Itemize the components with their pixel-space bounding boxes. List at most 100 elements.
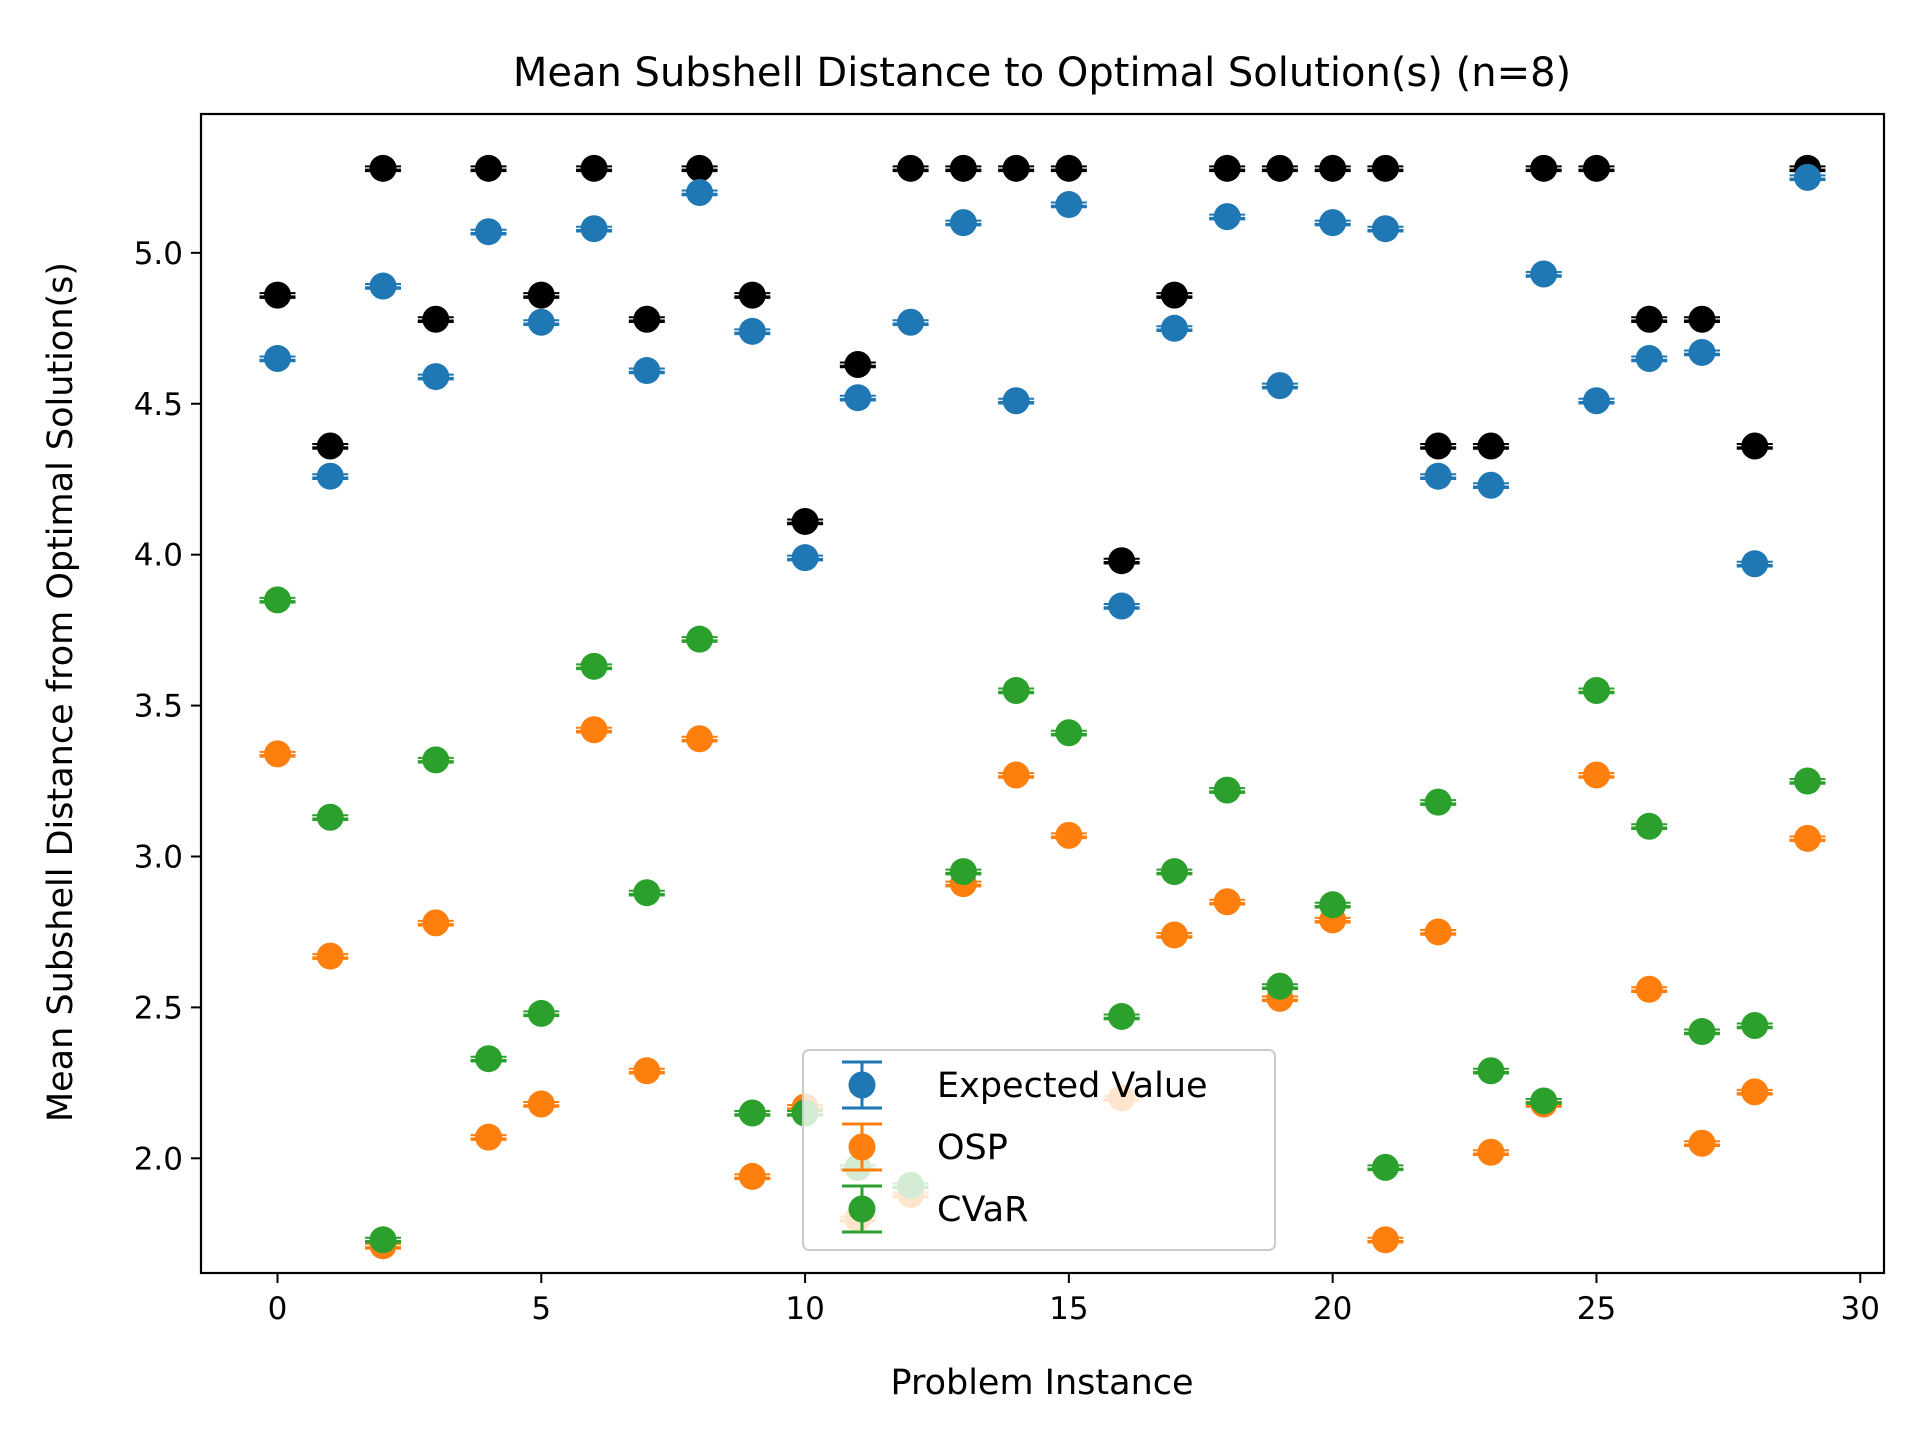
series-expected-value: [259, 163, 1826, 620]
data-point: [1741, 1078, 1769, 1106]
data-point: [791, 544, 819, 572]
data-point: [475, 154, 503, 182]
data-point: [580, 716, 608, 744]
data-point: [1266, 372, 1294, 400]
data-point: [633, 1057, 661, 1085]
x-tick-label: 15: [1049, 1291, 1088, 1327]
data-point: [1635, 305, 1663, 333]
legend-marker: [848, 1071, 876, 1099]
data-point: [1741, 432, 1769, 460]
axis-ticks: 0 5 10 15 20 25 30 2.0 2.5 3.0 3.5 4.0 4.5 5.0: [134, 236, 1880, 1327]
data-point: [1319, 891, 1347, 919]
data-point: [1108, 1002, 1136, 1030]
data-point: [791, 507, 819, 535]
data-point: [1424, 788, 1452, 816]
y-tick-label: 3.0: [134, 839, 183, 875]
data-point: [1108, 547, 1136, 575]
legend-box: [802, 1049, 1276, 1251]
data-point: [1530, 1087, 1558, 1115]
data-marks: [259, 154, 1826, 1260]
data-point: [738, 317, 766, 345]
data-point: [686, 178, 714, 206]
plot-frame: [199, 112, 1886, 1275]
data-point: [1477, 1057, 1505, 1085]
data-point: [1688, 338, 1716, 366]
series-cvar: [259, 586, 1826, 1254]
data-point: [1582, 676, 1610, 704]
data-point: [369, 154, 397, 182]
data-point: [1160, 858, 1188, 886]
data-point: [738, 281, 766, 309]
legend-label: CVaR: [937, 1190, 1028, 1230]
data-point: [1794, 824, 1821, 852]
data-point: [264, 281, 291, 309]
chart-title: Mean Subshell Distance to Optimal Soluti…: [513, 50, 1571, 96]
data-point: [1424, 432, 1452, 460]
data-point: [844, 351, 872, 379]
data-point: [475, 1045, 503, 1073]
y-axis-label: Mean Subshell Distance from Optimal Solu…: [41, 262, 81, 1122]
legend-label: OSP: [937, 1128, 1008, 1168]
data-point: [1794, 163, 1821, 191]
data-point: [949, 209, 977, 237]
data-point: [686, 154, 714, 182]
y-tick-label: 2.0: [134, 1141, 183, 1177]
x-tick-label: 10: [785, 1291, 824, 1327]
data-point: [1371, 215, 1399, 243]
data-point: [1160, 921, 1188, 949]
data-point: [1055, 191, 1083, 219]
data-point: [1002, 761, 1030, 789]
data-point: [1319, 154, 1347, 182]
data-point: [1477, 471, 1505, 499]
data-point: [264, 740, 291, 768]
data-point: [1688, 305, 1716, 333]
data-point: [580, 154, 608, 182]
data-point: [1688, 1018, 1716, 1046]
data-point: [422, 305, 450, 333]
data-point: [475, 1123, 503, 1151]
data-point: [897, 308, 925, 336]
data-point: [1794, 767, 1821, 795]
data-point: [686, 725, 714, 753]
data-point: [686, 625, 714, 653]
data-point: [1530, 260, 1558, 288]
data-point: [1213, 154, 1241, 182]
data-point: [1424, 462, 1452, 490]
data-point: [580, 652, 608, 680]
data-point: [1741, 1012, 1769, 1040]
data-point: [316, 432, 344, 460]
data-point: [475, 218, 503, 246]
data-point: [1213, 776, 1241, 804]
data-point: [1530, 154, 1558, 182]
data-point: [1055, 154, 1083, 182]
x-tick-label: 30: [1841, 1291, 1880, 1327]
legend: Expected Value OSP CVaR: [802, 1049, 1276, 1251]
legend-entry: OSP: [842, 1122, 1008, 1172]
data-point: [1741, 550, 1769, 578]
data-point: [1213, 203, 1241, 231]
y-tick-label: 2.5: [134, 990, 183, 1026]
legend-label: Expected Value: [937, 1066, 1208, 1106]
data-point: [527, 308, 555, 336]
data-point: [369, 272, 397, 300]
data-point: [1055, 821, 1083, 849]
data-point: [527, 1090, 555, 1118]
legend-marker: [848, 1195, 876, 1223]
data-point: [1477, 432, 1505, 460]
data-point: [316, 942, 344, 970]
data-point: [1635, 975, 1663, 1003]
data-point: [1635, 344, 1663, 372]
data-point: [527, 281, 555, 309]
data-point: [422, 363, 450, 391]
data-point: [1160, 314, 1188, 342]
x-tick-label: 20: [1313, 1291, 1352, 1327]
x-tick-label: 0: [268, 1291, 288, 1327]
data-point: [633, 879, 661, 907]
y-tick-label: 3.5: [134, 689, 183, 725]
data-point: [422, 746, 450, 774]
data-point: [1635, 812, 1663, 840]
data-point: [1582, 387, 1610, 415]
data-point: [1477, 1138, 1505, 1166]
data-point: [897, 154, 925, 182]
